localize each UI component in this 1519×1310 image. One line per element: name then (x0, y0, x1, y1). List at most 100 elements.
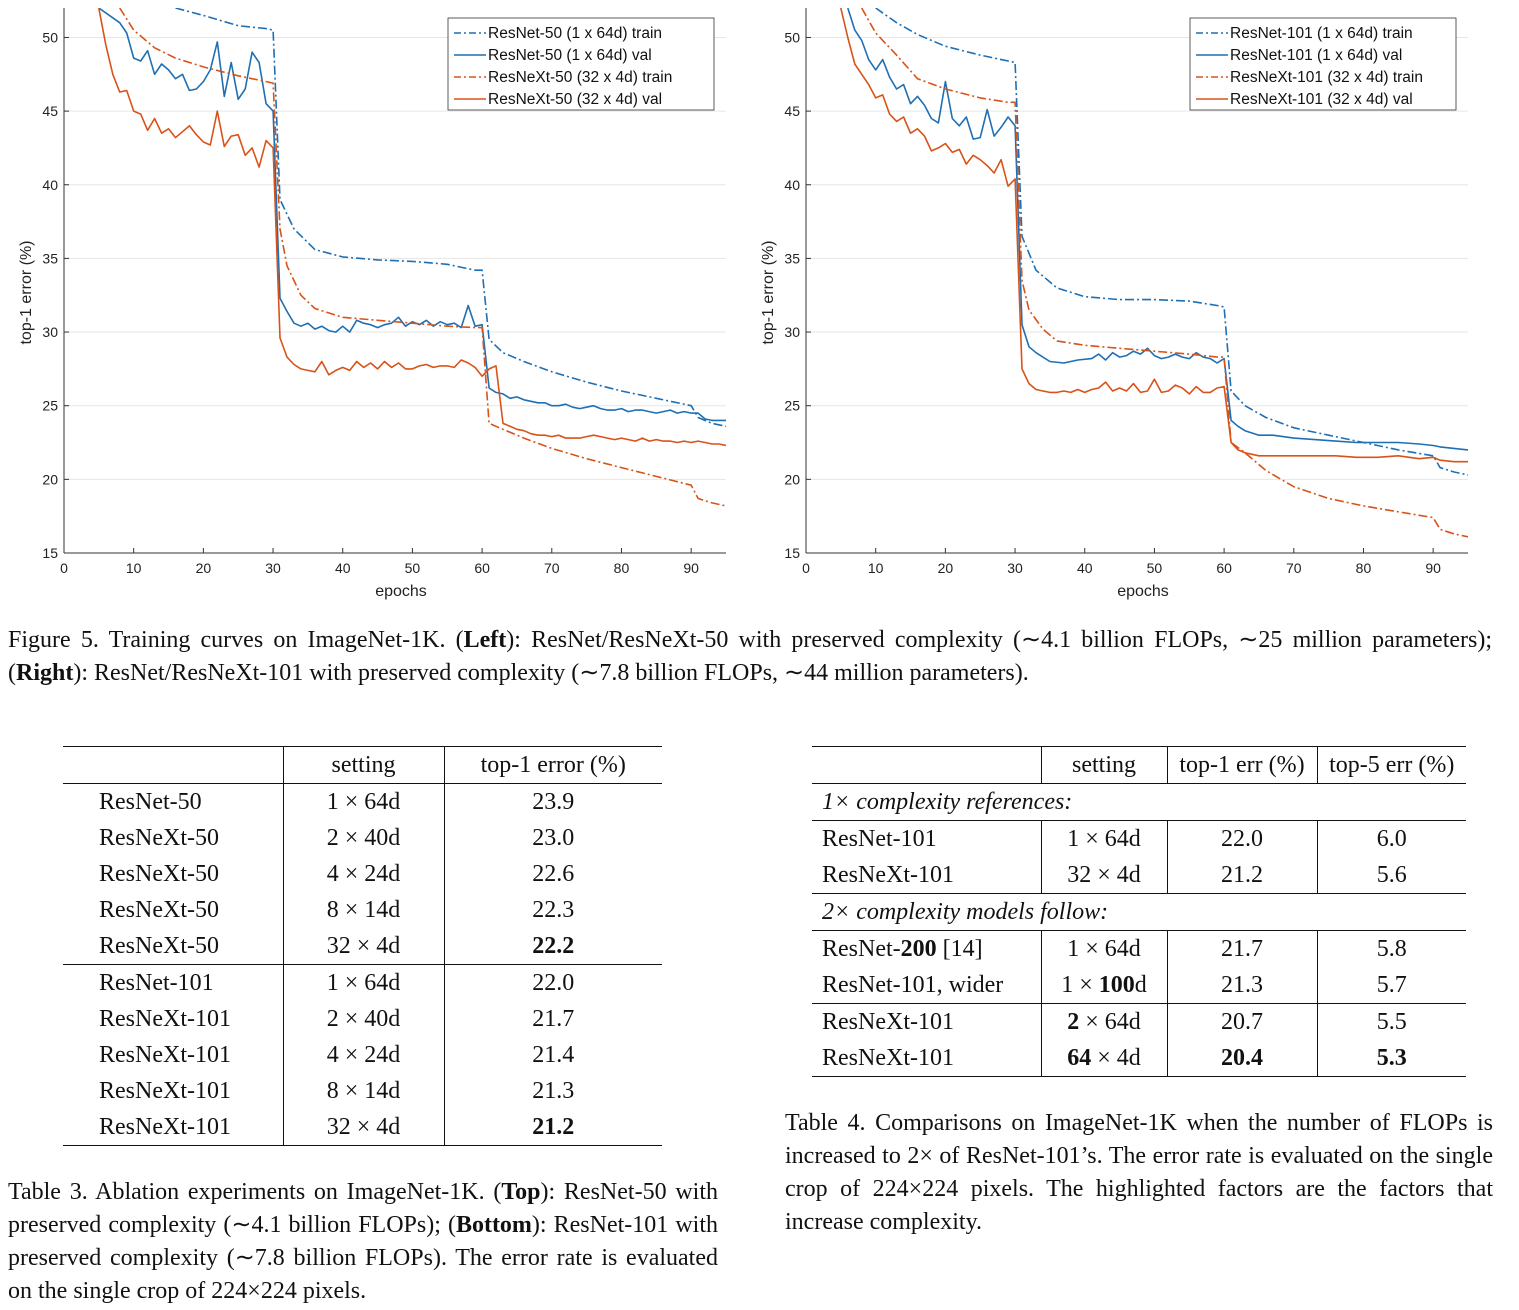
table3-header-cell: setting (283, 746, 445, 784)
table-cell: 64 × 4d (1041, 1040, 1168, 1077)
x-tick-label: 50 (1147, 560, 1163, 576)
table-cell: 21.2 (1167, 857, 1318, 894)
table-cell: 5.7 (1376, 971, 1407, 998)
chart-left-svg: 0 10 20 30 40 50 60 70 80 90 15 20 25 30 35 40 45 50 epoch… (18, 8, 726, 600)
table-cell: ResNeXt-101 (63, 1109, 284, 1146)
table-cell: 4 × 24d (283, 856, 445, 892)
table-cell-part: × 64d (1079, 1008, 1141, 1035)
y-tick-label: 15 (42, 545, 58, 561)
series-line-0 (175, 8, 726, 428)
table-cell: 1 × 64d (283, 964, 445, 1001)
table-cell: 8 × 14d (283, 892, 445, 928)
table-row: ResNet-101 1 × 64d 22.0 6.0 (812, 820, 1466, 857)
x-tick-label: 40 (1077, 560, 1093, 576)
table3-header-cell (63, 746, 284, 784)
y-axis-label: top-1 error (%) (18, 240, 35, 344)
chart-right-svg: 0 10 20 30 40 50 60 70 80 90 15 20 25 30 35 40 45 50 epoch… (760, 8, 1468, 600)
table-cell: 21.7 (1167, 930, 1318, 967)
table-cell: 5.5 (1317, 1003, 1466, 1040)
table-cell: 22.2 (532, 932, 575, 959)
table-cell: 21.2 (444, 1109, 662, 1146)
table-cell: 5.3 (1317, 1040, 1466, 1077)
table-cell: 22.6 (532, 860, 575, 887)
table-cell: ResNeXt-101 (63, 1001, 284, 1037)
y-tick-label: 40 (784, 177, 800, 193)
table-row: ResNet-50 1 × 64d 23.9 (63, 783, 662, 820)
table-cell: 8 × 14d (283, 1073, 445, 1109)
x-tick-label: 10 (868, 560, 884, 576)
table-cell: 21.3 (532, 1077, 575, 1104)
table-cell: 2 × 40d (283, 820, 445, 856)
table4: setting top-1 err (%) top-5 err (%) 1× c… (812, 746, 1466, 1077)
table-cell: ResNeXt-50 (63, 820, 284, 856)
table4-header-cell: top-5 err (%) (1317, 746, 1466, 784)
x-tick-label: 20 (938, 560, 954, 576)
series-line-2 (861, 8, 1468, 538)
y-axis-label: top-1 error (%) (760, 240, 777, 344)
table4-caption: Table 4. Comparisons on ImageNet-1K when… (785, 1110, 1493, 1235)
table-row: ResNeXt-50 2 × 40d 23.0 (63, 820, 662, 856)
table-cell: 1 × 100d (1041, 967, 1168, 1004)
legend-label: ResNet-101 (1 x 64d) train (1230, 25, 1413, 42)
x-tick-label: 90 (1425, 560, 1441, 576)
table-cell: 1 × 64d (283, 783, 445, 820)
table-cell: 20.4 (1167, 1040, 1318, 1077)
y-tick-label: 25 (42, 398, 58, 414)
table-cell: ResNet-101 (812, 820, 1042, 857)
table-row: ResNeXt-101 4 × 24d 21.4 (63, 1037, 662, 1073)
table3-caption-top: Top (501, 1179, 541, 1205)
table4-section-2x: 2× complexity models follow: (812, 893, 1466, 931)
y-tick-label: 20 (784, 471, 800, 487)
table-cell: ResNeXt-101 (812, 857, 1042, 894)
table-cell: 21.4 (532, 1041, 575, 1068)
table3-caption-p2: ): ResNet-50 with preserved complexity (… (8, 1179, 718, 1238)
series-line-1 (847, 8, 1468, 451)
table-row: ResNeXt-101 32 × 4d 21.2 5.6 (812, 857, 1466, 894)
x-tick-label: 10 (126, 560, 142, 576)
fig5-caption-suffix: ): ResNet/ResNeXt-101 with preserved com… (73, 660, 1029, 686)
table-cell: 4 × 24d (283, 1037, 445, 1073)
legend-box (447, 17, 715, 111)
y-tick-label: 45 (42, 103, 58, 119)
x-axis-label: epochs (375, 583, 427, 600)
table4-header-cell: top-1 err (%) (1167, 746, 1318, 784)
y-tick-label: 40 (42, 177, 58, 193)
y-tick-label: 20 (42, 471, 58, 487)
table-cell: ResNeXt-50 (63, 928, 284, 965)
table-cell-part: d (1134, 971, 1147, 998)
table-cell: ResNet-101 (63, 964, 284, 1001)
table-cell: 5.8 (1376, 935, 1407, 962)
figure5-caption: Figure 5. Training curves on ImageNet-1K… (8, 624, 1492, 690)
x-tick-label: 60 (1216, 560, 1232, 576)
y-tick-label: 45 (784, 103, 800, 119)
x-tick-label: 30 (265, 560, 281, 576)
table4-section-1x: 1× complexity references: (812, 783, 1466, 821)
series-line-1 (98, 8, 726, 422)
table-cell-part: ResNet- (822, 935, 901, 962)
table-cell: ResNeXt-101 (63, 1037, 284, 1073)
series-line-3 (98, 8, 726, 447)
table4-section-row: 1× complexity references: (812, 783, 1466, 821)
table4-header-cell: setting (1041, 746, 1168, 784)
table-row: ResNeXt-50 4 × 24d 22.6 (63, 856, 662, 892)
legend-label: ResNet-50 (1 x 64d) val (488, 47, 652, 64)
x-tick-label: 70 (544, 560, 560, 576)
series-line-3 (840, 8, 1468, 463)
x-tick-label: 80 (1356, 560, 1372, 576)
table-row: ResNeXt-101 2 × 64d 20.7 5.5 (812, 1003, 1466, 1040)
fig5-caption-prefix: Figure 5. Training curves on ImageNet-1K… (8, 627, 464, 653)
table3-caption-p3: ): ResNet-101 with preserved complexity … (8, 1212, 718, 1304)
table-row: ResNeXt-50 32 × 4d 22.2 (63, 928, 662, 965)
table-row: ResNeXt-50 8 × 14d 22.3 (63, 892, 662, 928)
table-cell: 32 × 4d (1041, 857, 1168, 894)
chart-left: 0 10 20 30 40 50 60 70 80 90 15 20 25 30 35 40 45 50 epoch… (0, 0, 740, 605)
table-cell: 6.0 (1376, 825, 1407, 852)
table-row: ResNeXt-101 32 × 4d 21.2 (63, 1109, 662, 1146)
table-row: ResNet-101, wider 1 × 100d 21.3 5.7 (812, 967, 1466, 1004)
table-cell-part: [14] (936, 935, 983, 962)
table-row: ResNet-101 1 × 64d 22.0 (63, 964, 662, 1001)
table-cell: 2 × 64d (1041, 1003, 1168, 1040)
legend-label: ResNet-101 (1 x 64d) val (1230, 47, 1402, 64)
fig5-caption-right: Right (16, 660, 74, 686)
x-tick-label: 70 (1286, 560, 1302, 576)
